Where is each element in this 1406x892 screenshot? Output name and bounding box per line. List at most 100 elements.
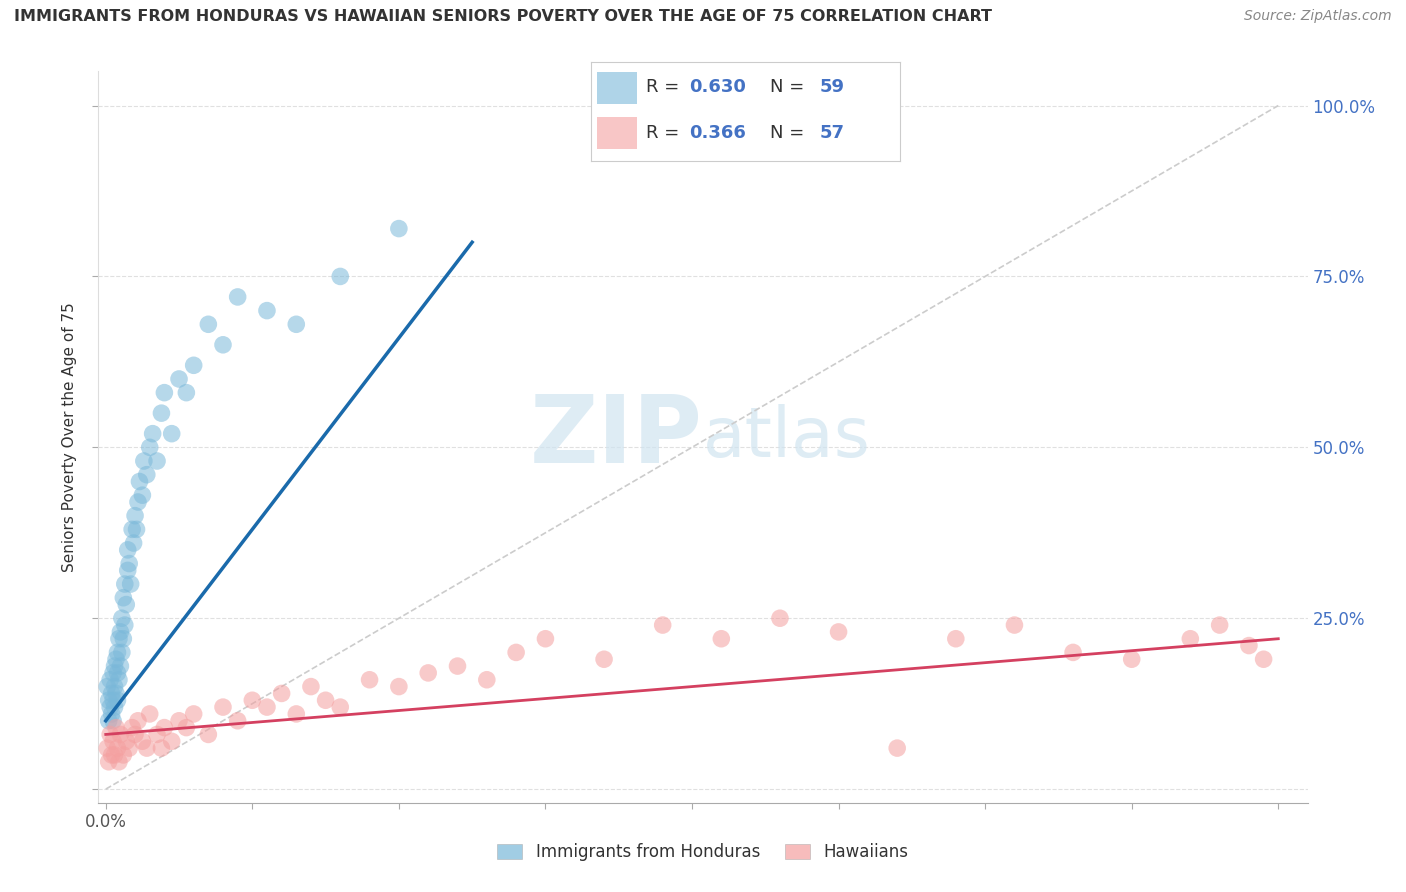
Text: 0.630: 0.630 [689,78,747,96]
Point [150,741,173,756]
Point [112,632,135,646]
Point [96,741,118,756]
Point [117,563,139,577]
Point [98,727,121,741]
Point [100,747,122,762]
Text: atlas: atlas [703,403,870,471]
Point [1004,618,1026,632]
Point [1121,652,1143,666]
Point [131,734,153,748]
Point [710,632,733,646]
Point [329,269,352,284]
FancyBboxPatch shape [596,118,637,149]
Text: IMMIGRANTS FROM HONDURAS VS HAWAIIAN SENIORS POVERTY OVER THE AGE OF 75 CORRELAT: IMMIGRANTS FROM HONDURAS VS HAWAIIAN SEN… [14,9,993,24]
Point [146,727,169,741]
Text: R =: R = [647,78,685,96]
Point [114,577,136,591]
Point [121,721,143,735]
Point [124,727,146,741]
Legend: Immigrants from Honduras, Hawaiians: Immigrants from Honduras, Hawaiians [491,837,915,868]
Point [1237,639,1260,653]
Point [110,624,132,639]
Point [827,624,849,639]
Point [197,727,219,741]
Point [100,686,122,700]
Point [160,734,183,748]
Point [593,652,616,666]
Point [167,714,190,728]
Text: ZIP: ZIP [530,391,703,483]
Point [142,426,165,441]
Point [97,693,120,707]
Point [101,693,124,707]
Point [105,652,128,666]
Point [103,680,125,694]
Point [103,659,125,673]
Point [183,706,205,721]
Point [945,632,967,646]
Point [505,645,527,659]
Point [107,741,129,756]
Point [769,611,792,625]
Point [132,454,155,468]
Point [197,318,219,332]
Point [103,747,125,762]
Point [226,290,249,304]
Point [270,686,292,700]
Point [176,385,198,400]
Point [146,454,169,468]
Point [107,645,129,659]
Point [138,440,160,454]
Point [101,734,124,748]
Point [135,741,157,756]
Point [112,747,135,762]
Point [285,318,308,332]
Point [118,741,141,756]
Point [329,700,352,714]
Point [108,632,131,646]
Text: 57: 57 [820,124,845,142]
Point [97,714,120,728]
Point [96,680,118,694]
Point [110,727,132,741]
Text: 0.366: 0.366 [689,124,747,142]
Point [212,700,235,714]
Point [153,385,176,400]
Point [97,755,120,769]
Point [107,665,129,680]
Point [212,338,235,352]
Point [475,673,498,687]
Text: N =: N = [770,124,810,142]
Point [388,221,411,235]
Point [256,700,278,714]
Point [359,673,381,687]
Point [101,665,124,680]
Point [127,714,149,728]
Text: R =: R = [647,124,685,142]
Point [111,645,134,659]
Point [112,591,135,605]
Point [110,659,132,673]
Point [256,303,278,318]
FancyBboxPatch shape [596,72,637,103]
Point [150,406,173,420]
Point [1208,618,1230,632]
Point [125,522,148,536]
Point [285,706,308,721]
Point [120,577,142,591]
Point [100,706,122,721]
Point [131,488,153,502]
Point [122,536,145,550]
Point [153,721,176,735]
Point [138,706,160,721]
Point [103,700,125,714]
Text: N =: N = [770,78,810,96]
Text: 59: 59 [820,78,845,96]
Point [1180,632,1202,646]
Point [111,611,134,625]
Point [1253,652,1275,666]
Point [105,686,128,700]
Point [105,721,128,735]
Point [534,632,557,646]
Point [651,618,673,632]
